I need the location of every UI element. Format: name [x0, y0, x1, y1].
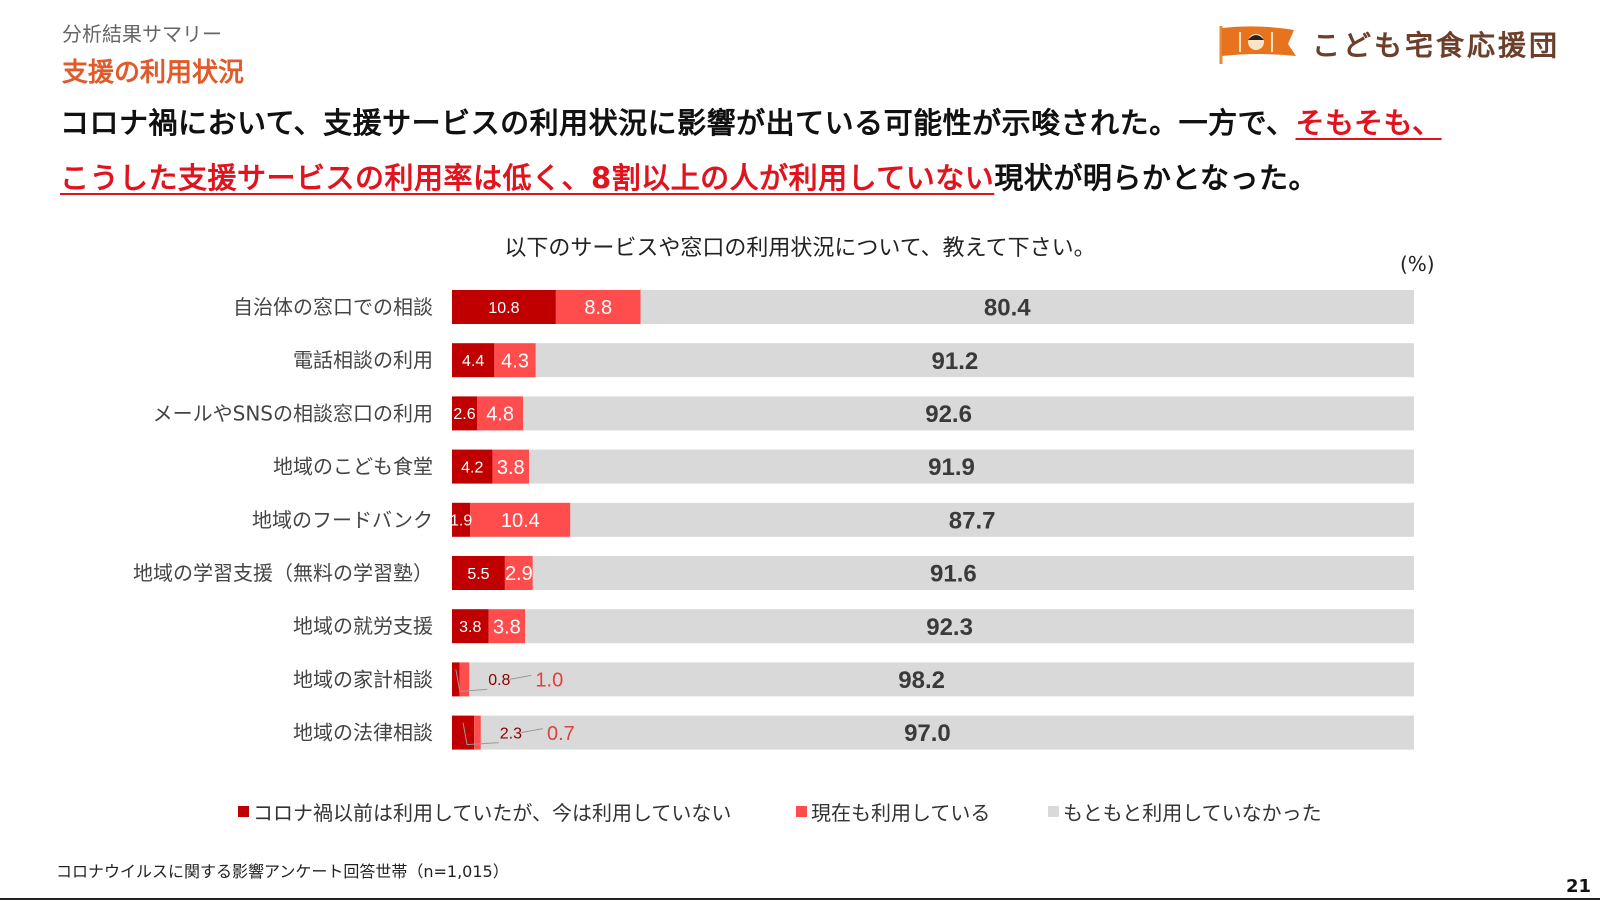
data-label: 92.6 [925, 401, 972, 428]
data-label: 91.2 [932, 348, 979, 375]
bar-segment-current [477, 396, 524, 431]
category-label: 地域の法律相談 [293, 721, 433, 745]
bar-segment-before-covid [452, 290, 556, 324]
bar-segment-before-covid [452, 396, 478, 431]
headline-text: コロナ禍において、支援サービスの利用状況に影響が出ている可能性が示唆された。一方… [60, 106, 1296, 140]
legend-item-before-covid: コロナ禍以前は利用していたが、今は利用していない [238, 797, 731, 826]
kicker: 分析結果サマリー [62, 22, 222, 46]
legend-swatch [796, 806, 807, 817]
data-label: 0.8 [488, 672, 510, 689]
bar-segment-before-covid [452, 449, 493, 484]
data-label: 4.3 [501, 350, 529, 372]
data-label: 4.8 [486, 404, 514, 426]
bar-segment-current [474, 715, 481, 750]
logo-text: こども宅食応援団 [1312, 29, 1561, 62]
bar-segment-before-covid [452, 556, 505, 590]
bar-segment-never [529, 449, 1414, 484]
bar-segment-never [480, 715, 1414, 750]
data-label: 3.8 [493, 616, 521, 638]
leader-line [509, 674, 532, 680]
bar-segment-current [504, 556, 533, 590]
data-label: 4.2 [461, 459, 483, 476]
category-label: 地域の学習支援（無料の学習塾） [133, 561, 433, 585]
category-label: 地域のフードバンク [252, 508, 433, 532]
data-label: 10.4 [501, 510, 540, 532]
bar-segment-before-covid [452, 343, 495, 378]
data-label: 5.5 [467, 566, 489, 583]
bar-segment-current [555, 290, 641, 324]
data-label: 1.9 [450, 513, 472, 530]
bar-segment-never [535, 343, 1414, 378]
legend-swatch [1048, 806, 1059, 817]
leader-line [520, 728, 543, 734]
category-label: 地域の就労支援 [293, 614, 433, 638]
category-label: メールやSNSの相談窓口の利用 [153, 401, 433, 425]
data-label: 1.0 [535, 670, 563, 692]
bar-segment-current [459, 662, 470, 697]
headline-line-2: こうした支援サービスの利用率は低く、8割以上の人が利用していない現状が明らかとな… [60, 155, 1318, 197]
logo: こども宅食応援団 [1218, 24, 1560, 64]
category-label: 自治体の窓口での相談 [233, 295, 433, 319]
data-label: 8.8 [584, 297, 612, 319]
page-number: 21 [1566, 876, 1592, 897]
legend-item-never: もともと利用していなかった [1048, 797, 1322, 826]
data-label: 2.9 [505, 563, 533, 585]
data-label: 3.8 [497, 457, 525, 479]
footnote: コロナウイルスに関する影響アンケート回答世帯（n=1,015） [56, 862, 509, 881]
data-label: 97.0 [904, 720, 951, 747]
leader-line [455, 669, 488, 692]
flag-logo-icon [1219, 26, 1296, 64]
legend-label: コロナ禍以前は利用していたが、今は利用していない [253, 801, 732, 825]
data-label: 87.7 [949, 507, 996, 534]
data-label: 80.4 [984, 295, 1031, 322]
bar-segment-never [523, 396, 1414, 431]
legend-label: 現在も利用している [811, 801, 991, 825]
data-label: 10.8 [488, 300, 519, 317]
legend-label: もともと利用していなかった [1063, 801, 1322, 825]
bar-segment-never [570, 502, 1414, 537]
category-label: 地域のこども食堂 [273, 455, 433, 479]
bar-segment-never [640, 290, 1414, 324]
category-label: 電話相談の利用 [293, 348, 433, 372]
bottom-rule [0, 898, 1600, 900]
data-label: 92.3 [926, 614, 973, 641]
bar-segment-never [525, 609, 1414, 644]
legend-swatch [238, 806, 249, 817]
data-label: 2.3 [500, 725, 522, 742]
bar-segment-before-covid [452, 502, 471, 537]
section-title: 支援の利用状況 [62, 58, 245, 88]
headline-emphasis: そもそも、 [1295, 106, 1442, 140]
data-label: 3.8 [459, 619, 481, 636]
data-label: 0.7 [547, 723, 575, 745]
chart-title: 以下のサービスや窓口の利用状況について、教えて下さい。 [504, 236, 1096, 261]
chart-unit: (%) [1400, 252, 1435, 276]
category-label: 地域の家計相談 [293, 667, 433, 691]
headline-emphasis: こうした支援サービスの利用率は低く、8割以上の人が利用していない [60, 161, 995, 195]
bar-segment-current [494, 343, 536, 378]
data-label: 98.2 [898, 667, 945, 694]
headline-text: 現状が明らかとなった。 [994, 161, 1318, 195]
bar-segment-current [470, 502, 571, 537]
bar-segment-before-covid [452, 609, 489, 644]
data-label: 91.9 [928, 454, 975, 481]
legend-item-current: 現在も利用している [796, 797, 990, 826]
leader-line [462, 722, 499, 746]
bar-segment-before-covid [452, 662, 460, 697]
headline-line-1: コロナ禍において、支援サービスの利用状況に影響が出ている可能性が示唆された。一方… [60, 100, 1442, 142]
data-label: 2.6 [453, 406, 475, 423]
bar-segment-never [469, 662, 1414, 697]
data-label: 91.6 [930, 561, 977, 588]
bar-segment-current [488, 609, 526, 644]
bar-segment-current [492, 449, 530, 484]
bar-segment-before-covid [452, 715, 475, 750]
data-label: 4.4 [462, 353, 484, 370]
bar-segment-never [532, 556, 1414, 590]
